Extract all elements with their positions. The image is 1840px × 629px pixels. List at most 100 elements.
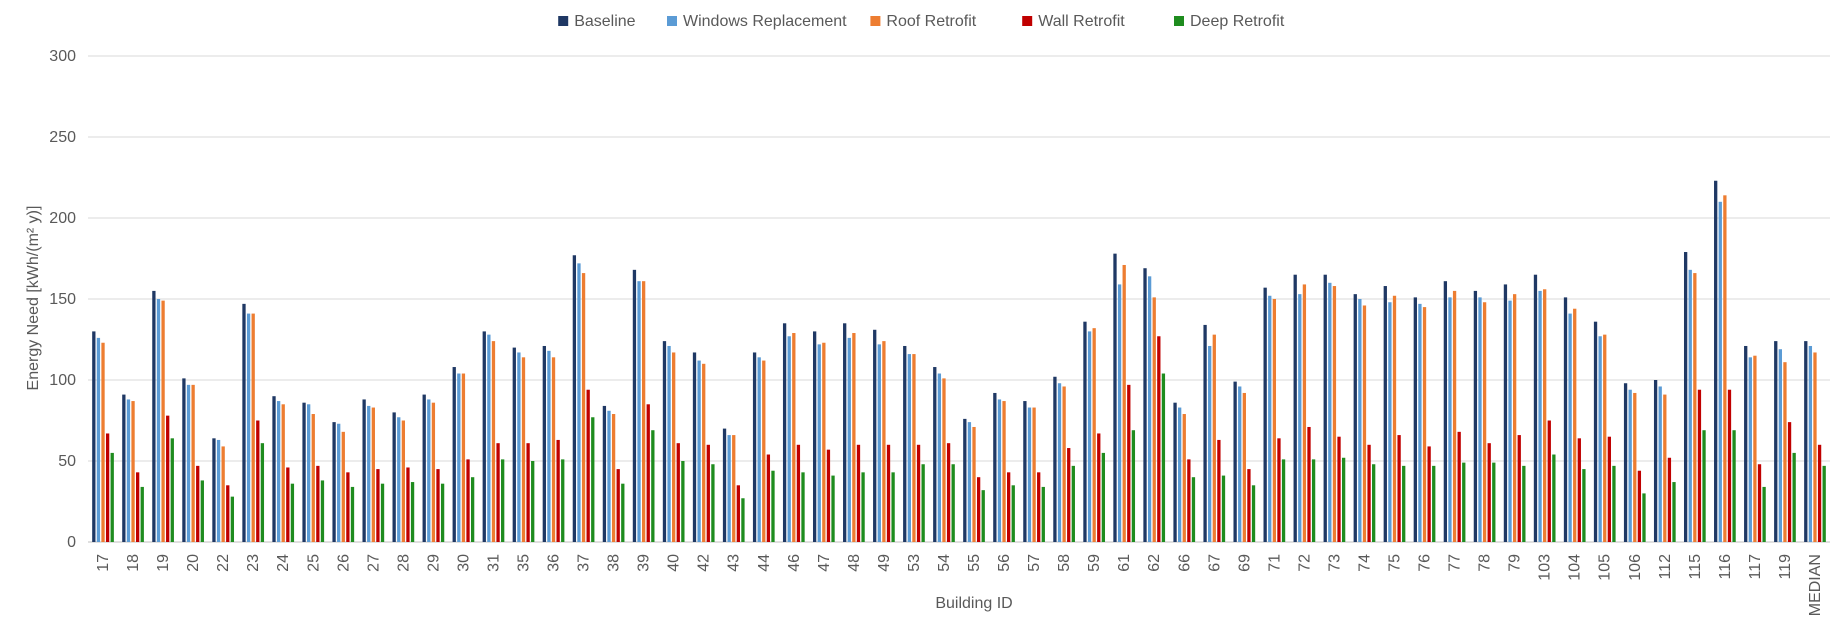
bar-windows-replacement (1808, 345, 1813, 542)
x-tick-label: 58 (1056, 554, 1073, 572)
bar-roof-retrofit (912, 354, 916, 542)
bar-deep-retrofit (921, 464, 925, 542)
x-tick-label: 49 (876, 554, 893, 572)
bar-windows-replacement (1718, 201, 1722, 543)
bar-baseline (1623, 383, 1628, 542)
x-tick-label: 112 (1657, 554, 1674, 580)
bar-windows-replacement (1418, 303, 1422, 542)
bar-windows-replacement (1027, 407, 1032, 542)
bar-baseline (1113, 253, 1117, 542)
bar-wall-retrofit (1547, 420, 1551, 542)
bar-deep-retrofit (170, 438, 174, 542)
bar-deep-retrofit (200, 480, 204, 542)
bar-windows-replacement (1658, 386, 1662, 542)
bar-baseline (422, 394, 426, 542)
bar-windows-replacement (577, 263, 581, 542)
bar-roof-retrofit (1512, 294, 1517, 542)
bar-baseline (572, 255, 577, 542)
bar-deep-retrofit (561, 459, 565, 542)
bar-deep-retrofit (531, 461, 535, 542)
bar-baseline (692, 352, 697, 542)
bar-baseline (752, 352, 757, 542)
bar-wall-retrofit (526, 443, 530, 542)
bar-roof-retrofit (311, 414, 315, 542)
bar-wall-retrofit (1037, 472, 1041, 542)
bar-wall-retrofit (886, 444, 891, 542)
x-tick-label: 77 (1447, 554, 1464, 572)
bar-windows-replacement (1478, 297, 1482, 542)
bar-windows-replacement (1628, 389, 1632, 542)
bar-roof-retrofit (1693, 273, 1697, 542)
bar-wall-retrofit (1487, 443, 1491, 542)
bar-deep-retrofit (1281, 459, 1286, 542)
bar-roof-retrofit (191, 384, 195, 542)
bar-wall-retrofit (1277, 438, 1281, 542)
bar-windows-replacement (1298, 294, 1302, 542)
bar-deep-retrofit (1582, 469, 1586, 542)
bar-baseline (92, 331, 96, 542)
bar-windows-replacement (1147, 276, 1152, 542)
bar-windows-replacement (877, 344, 881, 542)
x-tick-label: 19 (155, 554, 172, 572)
bar-baseline (1683, 252, 1688, 542)
bar-roof-retrofit (161, 300, 165, 542)
bar-roof-retrofit (882, 341, 886, 542)
bar-windows-replacement (307, 404, 311, 542)
bar-deep-retrofit (1251, 485, 1256, 542)
bar-roof-retrofit (371, 407, 375, 542)
x-tick-label: 76 (1417, 554, 1434, 572)
bar-wall-retrofit (196, 465, 200, 542)
bar-roof-retrofit (1663, 394, 1667, 542)
bar-baseline (662, 341, 667, 542)
bar-roof-retrofit (1272, 299, 1277, 542)
x-tick-label: 18 (125, 554, 142, 572)
bar-roof-retrofit (1723, 195, 1727, 542)
x-tick-label: 29 (425, 554, 442, 572)
x-tick-label: 24 (275, 554, 292, 572)
bar-deep-retrofit (771, 470, 775, 542)
x-tick-label: 36 (546, 554, 563, 572)
x-tick-label: 23 (245, 554, 262, 572)
bar-roof-retrofit (1062, 386, 1066, 542)
bar-deep-retrofit (1822, 465, 1826, 542)
x-tick-label: 119 (1777, 554, 1794, 580)
x-tick-label: 17 (95, 554, 112, 572)
x-tick-label: 103 (1537, 554, 1554, 581)
bar-roof-retrofit (101, 342, 105, 542)
bar-deep-retrofit (410, 482, 415, 542)
x-tick-label: 30 (455, 554, 472, 572)
y-tick-label: 300 (49, 48, 76, 65)
bar-roof-retrofit (852, 333, 856, 542)
bar-deep-retrofit (681, 461, 685, 542)
bar-roof-retrofit (732, 435, 736, 542)
bar-windows-replacement (397, 417, 401, 542)
bar-baseline (632, 269, 637, 542)
x-tick-label: 46 (786, 554, 803, 572)
x-tick-label: 106 (1627, 554, 1644, 581)
bar-deep-retrofit (1762, 486, 1766, 542)
bar-roof-retrofit (1212, 334, 1216, 542)
bar-wall-retrofit (166, 415, 170, 542)
legend-swatch (1174, 16, 1184, 26)
bar-wall-retrofit (646, 404, 650, 542)
bar-baseline (903, 345, 907, 542)
bar-baseline (1173, 402, 1177, 542)
y-tick-label: 100 (49, 372, 76, 389)
bar-baseline (782, 323, 787, 542)
x-tick-label: 53 (906, 554, 923, 572)
bar-roof-retrofit (1603, 334, 1607, 542)
x-tick-label: 26 (335, 554, 352, 572)
bar-wall-retrofit (1367, 444, 1371, 542)
bar-windows-replacement (1208, 345, 1212, 542)
bar-roof-retrofit (341, 431, 345, 542)
bar-roof-retrofit (1543, 289, 1547, 542)
bar-baseline (1143, 268, 1147, 542)
bar-wall-retrofit (1667, 457, 1672, 542)
x-tick-label: 38 (606, 554, 623, 572)
x-tick-label: 57 (1026, 554, 1043, 572)
bar-baseline (1413, 297, 1417, 542)
bar-baseline (812, 331, 817, 542)
bar-roof-retrofit (702, 363, 706, 542)
bar-windows-replacement (96, 337, 101, 542)
bar-baseline (1203, 324, 1207, 542)
